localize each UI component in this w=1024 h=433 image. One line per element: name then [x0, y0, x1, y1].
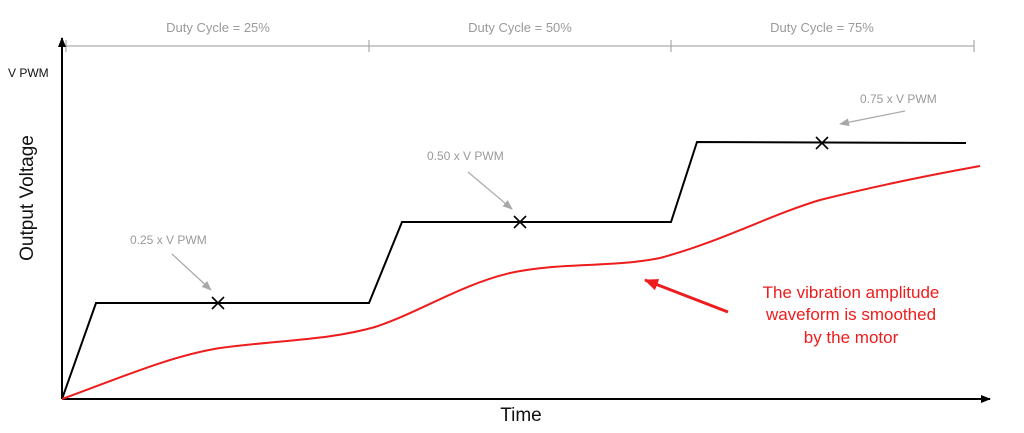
smoothed-amplitude-curve — [61, 165, 981, 400]
annotation-arrow-25 — [171, 253, 212, 291]
y-axis-title: Output Voltage — [17, 135, 38, 261]
note-line-1: The vibration amplitude — [763, 283, 940, 302]
note-arrow — [644, 278, 729, 314]
note-line-3: by the motor — [804, 328, 899, 347]
segment-label-50: Duty Cycle = 50% — [468, 20, 572, 35]
note-line-2: waveform is smoothed — [765, 305, 936, 324]
pwm-average-line — [61, 140, 967, 400]
marker-x-75 — [815, 136, 829, 150]
annotation-label-50: 0.50 x V PWM — [427, 149, 504, 163]
annotation-arrow-50 — [467, 171, 513, 210]
y-max-label: V PWM — [8, 66, 49, 80]
x-axis-title: Time — [500, 405, 542, 426]
annotation-arrow-75 — [839, 110, 906, 127]
duty-cycle-guide — [65, 40, 975, 52]
marker-x-50 — [513, 215, 527, 229]
marker-x-25 — [211, 296, 225, 310]
segment-label-75: Duty Cycle = 75% — [770, 20, 874, 35]
annotation-label-25: 0.25 x V PWM — [130, 233, 207, 247]
segment-label-25: Duty Cycle = 25% — [166, 20, 270, 35]
annotation-label-75: 0.75 x V PWM — [860, 92, 937, 106]
